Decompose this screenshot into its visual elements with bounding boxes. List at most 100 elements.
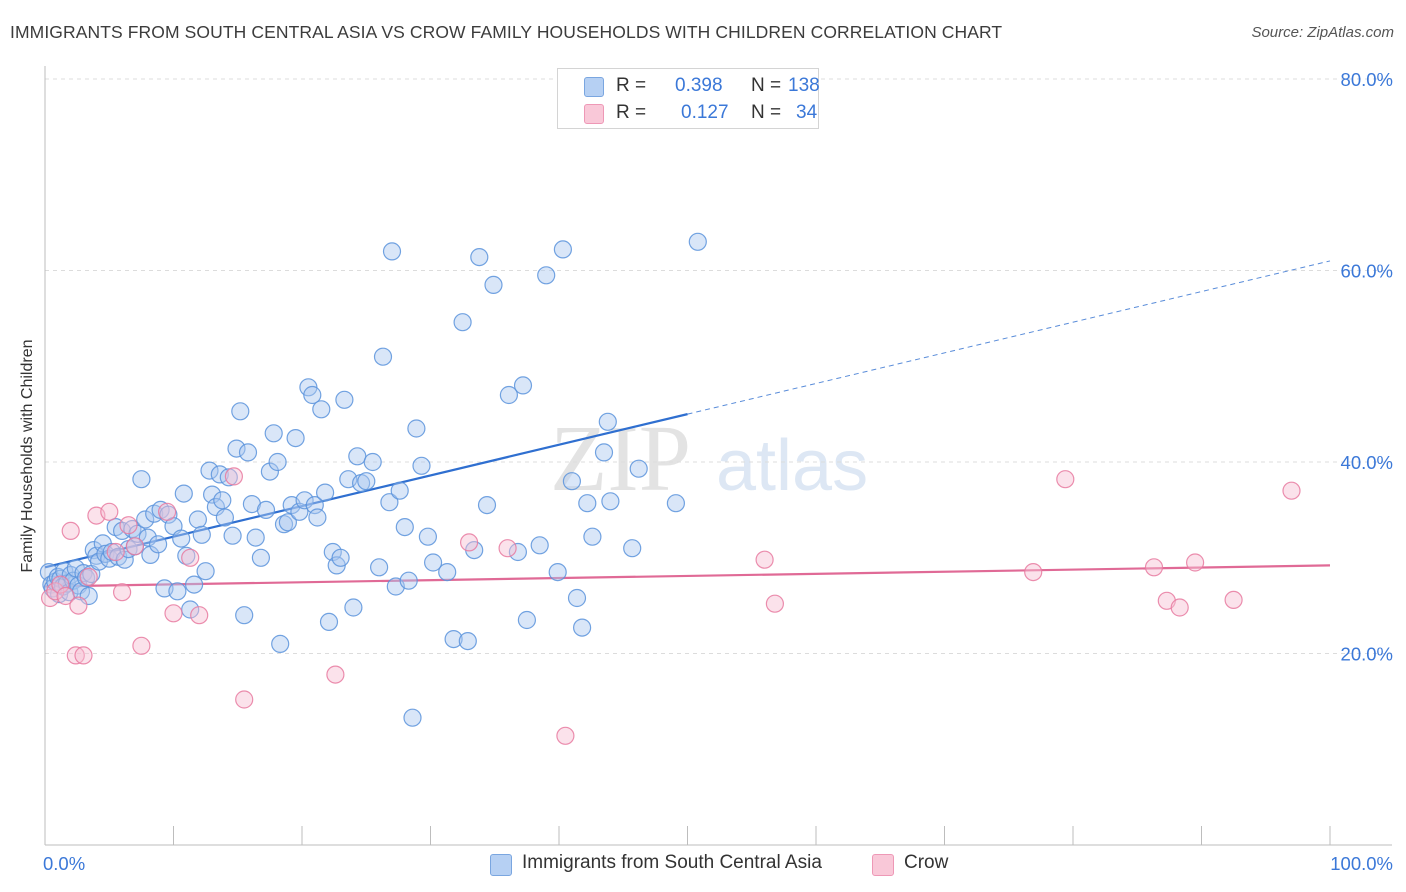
point-crow: [181, 548, 200, 567]
point-immigrants: [278, 513, 297, 532]
point-immigrants: [335, 390, 354, 409]
point-immigrants: [370, 558, 389, 577]
point-immigrants: [598, 412, 617, 431]
point-crow: [69, 596, 88, 615]
point-crow: [119, 516, 138, 535]
point-crow: [132, 636, 151, 655]
tick-labels: 20.0% 40.0% 60.0% 80.0% 0.0% 100.0%: [43, 69, 1393, 874]
point-immigrants: [223, 526, 242, 545]
watermark: ZIP atlas: [550, 407, 868, 511]
legend-swatch-immigrants: [490, 854, 512, 876]
point-crow: [79, 567, 98, 587]
point-immigrants: [567, 588, 587, 608]
point-immigrants: [185, 575, 204, 594]
r-value: 0.398: [675, 75, 723, 96]
point-immigrants: [290, 502, 309, 521]
chart-title: IMMIGRANTS FROM SOUTH CENTRAL ASIA VS CR…: [10, 22, 1003, 42]
point-crow: [224, 467, 243, 486]
point-immigrants: [268, 452, 287, 472]
point-immigrants: [348, 447, 367, 466]
point-immigrants: [390, 481, 409, 500]
point-immigrants: [312, 400, 331, 419]
source-label: Source: ZipAtlas.com: [1251, 24, 1394, 41]
point-immigrants: [251, 548, 270, 567]
point-immigrants: [219, 468, 238, 487]
point-immigrants: [418, 527, 437, 546]
point-immigrants: [308, 508, 327, 527]
point-immigrants: [537, 266, 556, 285]
legend-swatch-crow: [872, 854, 894, 876]
point-crow: [125, 537, 144, 556]
trend-line-immigrants: [44, 413, 688, 569]
point-immigrants: [188, 510, 207, 529]
legend-label-crow: Crow: [904, 852, 949, 873]
point-immigrants: [508, 542, 528, 562]
y-tick-label: 80.0%: [1341, 69, 1393, 90]
point-crow: [765, 594, 785, 613]
y-tick-label: 20.0%: [1341, 644, 1393, 665]
y-tick-label: 60.0%: [1341, 261, 1393, 282]
point-crow: [74, 646, 93, 665]
point-crow: [51, 575, 70, 594]
point-immigrants: [578, 494, 597, 513]
point-immigrants: [271, 634, 290, 654]
point-immigrants: [477, 496, 497, 515]
point-crow: [190, 606, 209, 625]
point-crow: [1282, 481, 1301, 500]
point-immigrants: [168, 582, 187, 601]
point-crow: [158, 502, 177, 521]
watermark-atlas: atlas: [716, 426, 868, 506]
point-immigrants: [623, 539, 642, 558]
n-value: 138: [788, 75, 820, 96]
point-immigrants: [470, 248, 489, 267]
point-immigrants: [260, 462, 279, 481]
point-immigrants: [548, 562, 567, 582]
point-immigrants: [438, 562, 457, 582]
point-immigrants: [227, 439, 246, 458]
x-tick-label: 100.0%: [1330, 853, 1393, 874]
point-immigrants: [238, 443, 258, 462]
point-immigrants: [206, 497, 225, 517]
point-immigrants: [484, 275, 503, 294]
point-crow: [112, 583, 132, 602]
r-label: R =: [616, 75, 647, 96]
point-crow: [1224, 590, 1243, 610]
point-immigrants: [149, 535, 168, 554]
point-immigrants: [688, 232, 707, 251]
point-immigrants: [666, 494, 686, 513]
point-crow: [56, 586, 75, 606]
watermark-zip: ZIP: [550, 407, 691, 511]
point-immigrants: [215, 508, 234, 527]
point-immigrants: [303, 385, 322, 405]
y-tick-label: 40.0%: [1341, 452, 1393, 473]
point-crow: [164, 604, 183, 623]
point-crow: [326, 665, 345, 684]
point-immigrants: [444, 629, 463, 649]
point-immigrants: [424, 553, 443, 572]
r-value: 0.127: [681, 102, 729, 123]
point-immigrants: [380, 493, 399, 512]
point-crow: [106, 542, 125, 562]
point-immigrants: [572, 618, 592, 637]
point-immigrants: [499, 385, 518, 405]
point-crow: [755, 550, 774, 569]
point-crow: [498, 539, 517, 558]
point-immigrants: [395, 517, 414, 537]
point-immigrants: [196, 562, 215, 581]
series-legend: Immigrants from South Central Asia Crow: [0, 852, 1406, 878]
point-immigrants: [453, 313, 472, 332]
trend-lines: [44, 260, 1331, 588]
point-immigrants: [344, 598, 363, 617]
point-immigrants: [399, 571, 418, 590]
point-immigrants: [200, 461, 219, 480]
r-label: R =: [616, 102, 647, 123]
point-immigrants: [264, 424, 283, 443]
point-immigrants: [319, 612, 339, 632]
point-immigrants: [174, 484, 193, 503]
point-immigrants: [256, 500, 276, 519]
point-immigrants: [553, 240, 573, 259]
trend-line-crow: [44, 564, 1331, 588]
stats-swatch-crow: [584, 104, 604, 124]
point-immigrants: [136, 510, 155, 529]
